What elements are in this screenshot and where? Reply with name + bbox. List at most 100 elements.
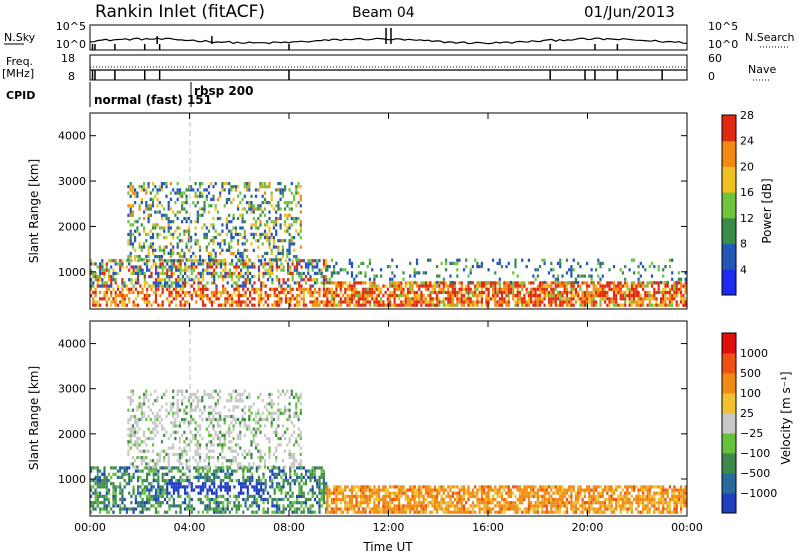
data-cell bbox=[121, 507, 124, 511]
data-cell bbox=[94, 278, 97, 282]
data-cell bbox=[333, 297, 336, 301]
data-cell bbox=[134, 236, 137, 240]
data-cell bbox=[206, 491, 209, 495]
data-cell bbox=[284, 475, 287, 479]
data-cell bbox=[366, 287, 369, 291]
data-cell bbox=[105, 300, 108, 304]
data-cell bbox=[438, 485, 441, 489]
data-cell bbox=[242, 479, 245, 483]
data-cell bbox=[178, 440, 181, 444]
data-cell bbox=[322, 491, 325, 495]
data-cell bbox=[295, 392, 298, 396]
data-cell bbox=[433, 497, 436, 502]
noise-panel: N.Sky 10^5 10^0 10^5 10^0 N.Search bbox=[4, 20, 795, 51]
data-cell bbox=[420, 485, 423, 489]
data-cell bbox=[206, 507, 209, 511]
data-cell bbox=[608, 281, 611, 285]
data-cell bbox=[375, 497, 378, 502]
data-cell bbox=[92, 501, 95, 505]
data-cell bbox=[386, 510, 389, 514]
data-cell bbox=[574, 280, 577, 285]
data-cell bbox=[326, 507, 329, 511]
data-cell bbox=[134, 303, 137, 307]
data-cell bbox=[230, 459, 233, 463]
data-cell bbox=[346, 494, 349, 498]
data-cell bbox=[325, 262, 328, 266]
data-cell bbox=[339, 491, 342, 495]
data-cell bbox=[287, 271, 290, 275]
data-cell bbox=[129, 229, 132, 233]
data-cell bbox=[157, 494, 160, 498]
data-cell bbox=[290, 182, 293, 186]
data-cell bbox=[442, 277, 445, 281]
data-cell bbox=[141, 287, 144, 291]
data-cell bbox=[302, 290, 305, 295]
data-cell bbox=[272, 223, 275, 227]
data-cell bbox=[184, 497, 187, 502]
data-cell bbox=[219, 395, 222, 400]
data-cell bbox=[103, 284, 106, 288]
data-cell bbox=[342, 300, 345, 304]
data-cell bbox=[136, 430, 139, 434]
colorbar-tick-label: 16 bbox=[740, 186, 754, 199]
data-cell bbox=[456, 491, 459, 495]
data-cell bbox=[140, 223, 143, 227]
data-cell bbox=[621, 303, 624, 307]
data-cell bbox=[254, 207, 258, 211]
data-cell bbox=[480, 303, 483, 307]
data-cell bbox=[129, 207, 132, 211]
data-cell bbox=[650, 303, 654, 307]
data-cell bbox=[181, 204, 184, 208]
data-cell bbox=[131, 427, 134, 431]
data-cell bbox=[235, 294, 238, 298]
data-cell bbox=[581, 300, 584, 304]
data-cell bbox=[320, 494, 323, 498]
data-cell bbox=[168, 300, 171, 304]
data-cell bbox=[668, 297, 671, 301]
data-cell bbox=[215, 491, 218, 495]
data-cell bbox=[288, 418, 291, 422]
data-cell bbox=[184, 262, 187, 266]
data-cell bbox=[320, 268, 323, 272]
data-cell bbox=[368, 290, 371, 295]
data-cell bbox=[350, 290, 354, 295]
data-cell bbox=[168, 504, 171, 508]
data-cell bbox=[121, 278, 124, 282]
data-cell bbox=[178, 446, 181, 450]
data-cell bbox=[339, 290, 342, 295]
data-cell bbox=[451, 290, 454, 295]
data-cell bbox=[129, 188, 132, 192]
data-cell bbox=[194, 449, 197, 453]
data-cell bbox=[244, 482, 247, 486]
data-cell bbox=[252, 223, 255, 227]
data-cell bbox=[263, 182, 267, 186]
data-cell bbox=[140, 258, 143, 262]
data-cell bbox=[420, 303, 423, 307]
data-cell bbox=[483, 284, 486, 288]
data-cell bbox=[216, 242, 220, 246]
data-cell bbox=[242, 485, 245, 489]
data-cell bbox=[105, 479, 108, 483]
data-cell bbox=[368, 488, 371, 492]
data-cell bbox=[214, 229, 217, 233]
data-cell bbox=[94, 491, 97, 495]
cpid-label: CPID bbox=[6, 89, 35, 102]
data-cell bbox=[668, 290, 671, 295]
data-cell bbox=[181, 399, 184, 403]
data-cell bbox=[194, 226, 197, 230]
data-cell bbox=[409, 274, 412, 278]
data-cell bbox=[633, 284, 636, 288]
data-cell bbox=[395, 303, 398, 307]
data-cell bbox=[492, 290, 495, 295]
data-cell bbox=[183, 216, 186, 221]
data-cell bbox=[650, 274, 654, 278]
data-cell bbox=[278, 466, 281, 470]
data-cell bbox=[366, 504, 369, 508]
data-cell bbox=[96, 497, 99, 502]
data-cell bbox=[156, 223, 159, 227]
data-cell bbox=[148, 268, 151, 272]
data-cell bbox=[216, 456, 220, 460]
data-cell bbox=[320, 504, 323, 508]
data-cell bbox=[253, 510, 256, 514]
data-cell bbox=[498, 287, 501, 291]
